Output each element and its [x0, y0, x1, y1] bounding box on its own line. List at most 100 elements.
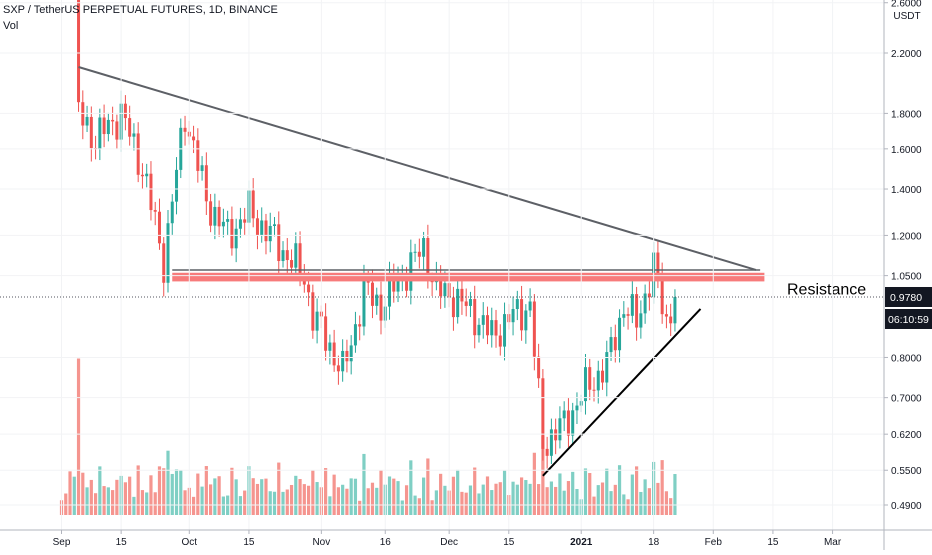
volume-bar	[485, 476, 490, 515]
volume-bar	[93, 493, 98, 515]
volume-bar	[439, 473, 443, 515]
volume-bar	[196, 473, 200, 515]
candle-body	[473, 299, 477, 336]
candle-body	[264, 220, 268, 242]
volume-bar	[166, 450, 170, 515]
time-tick-label: Dec	[440, 537, 458, 548]
candle-body	[243, 219, 247, 223]
candle-body	[166, 223, 170, 283]
candle-body	[175, 169, 179, 202]
time-tick-label: 15	[243, 537, 255, 548]
price-tick-label: 0.4900	[891, 501, 922, 512]
last-price-label: 0.9780	[890, 292, 922, 304]
candle-body	[170, 201, 174, 224]
volume-bar	[673, 474, 677, 515]
lower-trendline	[542, 308, 702, 477]
price-tick-label: 0.6200	[891, 430, 922, 441]
price-tick-label: 1.6000	[891, 145, 922, 156]
resistance-zone	[172, 272, 765, 282]
volume-bar	[145, 492, 149, 515]
candle-body	[618, 317, 622, 351]
candle-body	[358, 324, 362, 327]
volume-bar	[477, 493, 481, 515]
volume-bar	[443, 485, 447, 515]
candle-body	[77, 0, 81, 103]
candle-body	[439, 274, 443, 297]
volume-bar	[217, 476, 221, 515]
volume-bar	[264, 478, 268, 515]
volume-bar	[332, 474, 336, 515]
volume-bar	[643, 479, 647, 515]
volume-bar	[430, 500, 434, 515]
drawings-layer: Resistance	[0, 66, 884, 477]
candle-body	[673, 296, 677, 324]
candle-body	[192, 136, 196, 141]
price-tick-label: 0.5500	[891, 466, 922, 477]
candle-body	[128, 118, 132, 137]
volume-bar	[617, 465, 622, 515]
candle-body	[409, 252, 413, 291]
price-tick-label: 1.8000	[891, 109, 922, 120]
candle-body	[554, 429, 558, 441]
volume-bar	[575, 489, 579, 515]
candle-body	[294, 243, 298, 268]
candle-body	[255, 218, 259, 236]
candle-body	[639, 313, 643, 328]
candle-body	[635, 294, 639, 328]
candle-body	[503, 314, 507, 347]
volume-bar	[89, 479, 93, 515]
volume-bar	[404, 485, 409, 515]
candle-body	[422, 237, 426, 257]
candle-body	[89, 116, 93, 149]
volume-bar	[460, 491, 464, 515]
volume-bar	[473, 467, 477, 515]
time-tick-label: 18	[648, 537, 660, 548]
volume-bar	[204, 466, 208, 515]
volume-bar	[596, 485, 600, 515]
candle-body	[362, 277, 366, 327]
candle-body	[200, 165, 204, 171]
volume-bar	[132, 496, 136, 515]
volume-bar	[554, 486, 558, 515]
volume-bar	[328, 496, 332, 515]
volume-bar	[289, 484, 294, 515]
volume-bar	[174, 469, 179, 515]
candle-body	[213, 206, 217, 226]
candle-body	[588, 367, 592, 390]
candle-body	[494, 320, 498, 336]
candle-body	[311, 292, 315, 331]
candle-body	[511, 309, 515, 323]
volume-bar	[422, 477, 426, 515]
volume-bar	[362, 453, 366, 515]
last-price-tag	[885, 286, 932, 307]
candle-body	[328, 342, 332, 351]
candles-layer	[77, 0, 677, 469]
volume-bar	[315, 482, 319, 515]
candle-body	[583, 367, 587, 402]
volume-bar	[605, 468, 609, 515]
volume-bar	[349, 478, 353, 515]
volume-bar	[613, 484, 617, 515]
volume-bar	[600, 482, 605, 515]
volume-bar	[243, 490, 247, 515]
candle-body	[341, 350, 345, 372]
volume-bar	[379, 470, 383, 515]
candle-body	[413, 251, 417, 253]
candle-body	[196, 140, 200, 171]
candle-body	[349, 345, 353, 362]
volume-bar	[566, 481, 571, 515]
candle-body	[132, 133, 136, 137]
volume-bar	[221, 496, 225, 515]
candle-body	[456, 288, 460, 318]
candle-body	[622, 314, 626, 318]
volume-bar	[660, 460, 664, 515]
candle-body	[558, 418, 562, 441]
volume-bar	[294, 475, 298, 515]
volume-bar	[358, 500, 362, 515]
volume-bar	[494, 483, 498, 515]
volume-bar	[353, 478, 358, 515]
candle-body	[332, 342, 336, 366]
